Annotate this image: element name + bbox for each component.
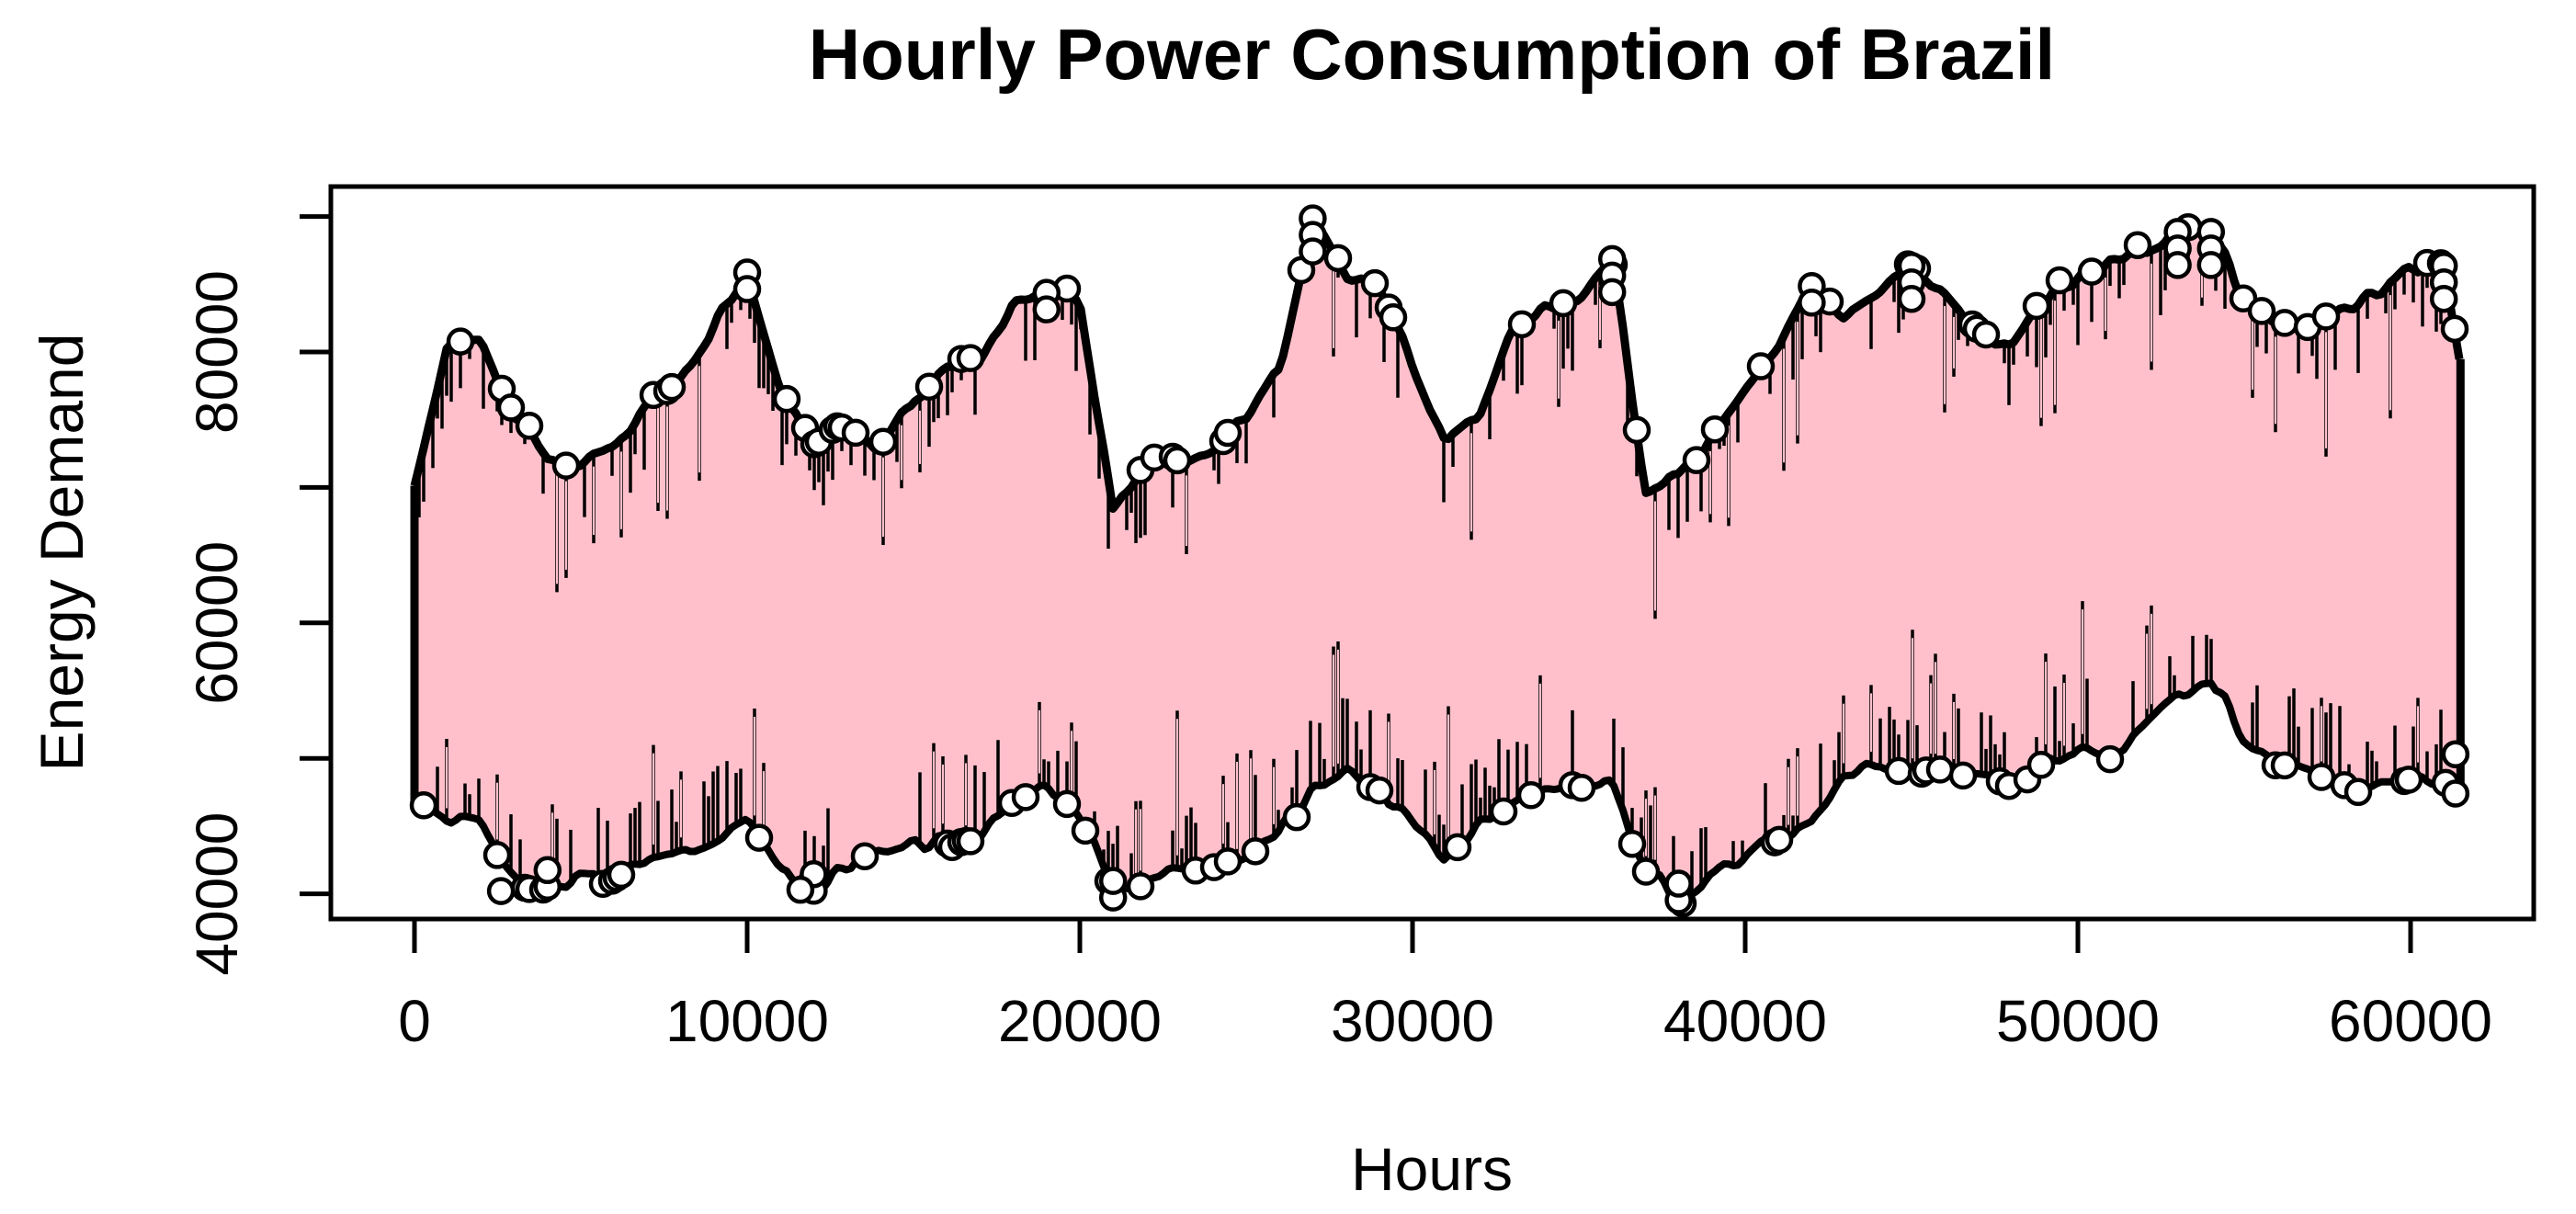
lower-data-point bbox=[1052, 789, 1082, 819]
upper-data-point bbox=[2045, 266, 2074, 295]
lower-data-point bbox=[1948, 761, 1978, 790]
lower-data-point bbox=[1241, 837, 1270, 866]
lower-data-point bbox=[2343, 777, 2373, 807]
upper-data-point bbox=[1700, 414, 1730, 444]
upper-data-point bbox=[515, 411, 544, 440]
lower-data-point bbox=[409, 791, 438, 820]
demand-band bbox=[414, 221, 2459, 903]
lower-data-point bbox=[607, 860, 636, 890]
upper-data-point bbox=[446, 327, 475, 356]
y-tick-label: 80000 bbox=[184, 270, 250, 434]
lower-data-point bbox=[1126, 872, 1155, 901]
peak-point bbox=[1032, 295, 1061, 323]
upper-data-point bbox=[1213, 418, 1243, 448]
x-tick-label: 50000 bbox=[1996, 988, 2160, 1054]
lower-data-point bbox=[1011, 783, 1040, 811]
lower-data-point bbox=[1765, 825, 1794, 855]
upper-data-point bbox=[1323, 244, 1353, 273]
upper-data-point bbox=[1360, 268, 1390, 298]
x-axis: 0 10000 20000 30000 40000 50000 60000 bbox=[398, 919, 2492, 1054]
outlier-point bbox=[786, 875, 815, 904]
lower-data-point bbox=[744, 823, 774, 852]
peak-point bbox=[1798, 289, 1826, 317]
upper-data-point bbox=[2229, 284, 2258, 312]
trough-point bbox=[1664, 869, 1693, 898]
y-axis-label: Energy Demand bbox=[28, 334, 96, 772]
y-tick-label: 40000 bbox=[184, 812, 250, 976]
upper-data-point bbox=[1746, 352, 1776, 380]
outlier-point bbox=[2441, 740, 2470, 769]
upper-data-point bbox=[2440, 314, 2469, 344]
lower-data-point bbox=[1489, 797, 1518, 826]
x-tick-label: 10000 bbox=[665, 988, 829, 1054]
lower-data-point bbox=[2307, 763, 2336, 791]
outlier-point bbox=[2441, 779, 2470, 808]
upper-data-point bbox=[868, 427, 898, 456]
demand-upper-edge bbox=[410, 216, 2464, 513]
upper-data-point bbox=[2022, 291, 2051, 321]
x-tick-label: 40000 bbox=[1663, 988, 1827, 1054]
y-axis: 40000 60000 80000 bbox=[184, 214, 331, 976]
upper-data-point bbox=[914, 372, 944, 401]
lower-data-point bbox=[956, 827, 985, 856]
peak-point bbox=[2163, 251, 2192, 279]
upper-data-point bbox=[551, 451, 581, 480]
lower-data-point bbox=[2394, 766, 2423, 794]
upper-data-point bbox=[2077, 257, 2106, 286]
trough-point bbox=[1098, 867, 1128, 895]
x-tick-label: 0 bbox=[398, 988, 431, 1054]
lower-data-point bbox=[1884, 756, 1913, 786]
demand-band-layer bbox=[409, 204, 2470, 918]
upper-data-point bbox=[956, 344, 985, 372]
lower-data-point bbox=[1282, 802, 1311, 832]
lower-data-point bbox=[850, 842, 879, 870]
upper-data-point bbox=[772, 384, 801, 414]
upper-data-point bbox=[2123, 231, 2152, 259]
upper-data-point bbox=[1163, 446, 1192, 475]
lower-data-point bbox=[1443, 833, 1472, 862]
upper-data-point bbox=[1549, 289, 1578, 318]
x-tick-label: 60000 bbox=[2329, 988, 2492, 1054]
lower-data-point bbox=[1516, 780, 1546, 810]
peak-point bbox=[1897, 284, 1926, 313]
peak-point bbox=[1597, 278, 1627, 307]
peak-point bbox=[732, 275, 762, 303]
x-tick-label: 30000 bbox=[1331, 988, 1494, 1054]
chart-title: Hourly Power Consumption of Brazil bbox=[809, 14, 2055, 95]
outlier-point bbox=[486, 877, 516, 905]
lower-data-point bbox=[2095, 744, 2125, 774]
lower-data-point bbox=[1567, 773, 1596, 802]
upper-data-point bbox=[1682, 446, 1711, 474]
upper-data-point bbox=[1507, 310, 1537, 339]
lower-data-point bbox=[2026, 751, 2056, 779]
upper-data-point bbox=[2247, 297, 2276, 325]
upper-data-point bbox=[657, 372, 687, 402]
upper-data-point bbox=[496, 393, 526, 422]
upper-data-point bbox=[1622, 415, 1651, 445]
lower-data-point bbox=[1365, 776, 1394, 805]
upper-data-point bbox=[1379, 303, 1408, 332]
axes-layer: 0 10000 20000 30000 40000 50000 60000 40000 6000… bbox=[184, 214, 2492, 1054]
lower-data-point bbox=[1213, 847, 1243, 876]
lower-data-point bbox=[1071, 816, 1100, 845]
x-tick-label: 20000 bbox=[998, 988, 1162, 1054]
upper-data-point bbox=[2270, 309, 2299, 337]
x-axis-label: Hours bbox=[1351, 1135, 1513, 1203]
peak-point bbox=[1299, 237, 1327, 266]
lower-data-point bbox=[1617, 829, 1647, 858]
y-tick-label: 60000 bbox=[184, 541, 250, 705]
lower-data-point bbox=[1925, 755, 1955, 784]
upper-data-point bbox=[2311, 302, 2341, 331]
data-point-circles bbox=[409, 204, 2470, 918]
upper-data-point bbox=[1971, 320, 2001, 349]
trough-point bbox=[533, 856, 562, 885]
peak-point bbox=[2429, 284, 2458, 313]
upper-data-point bbox=[841, 418, 870, 448]
lower-data-point bbox=[2270, 751, 2299, 780]
lower-data-point bbox=[482, 841, 512, 869]
peak-point bbox=[2196, 251, 2226, 279]
lower-data-point bbox=[1631, 857, 1661, 886]
